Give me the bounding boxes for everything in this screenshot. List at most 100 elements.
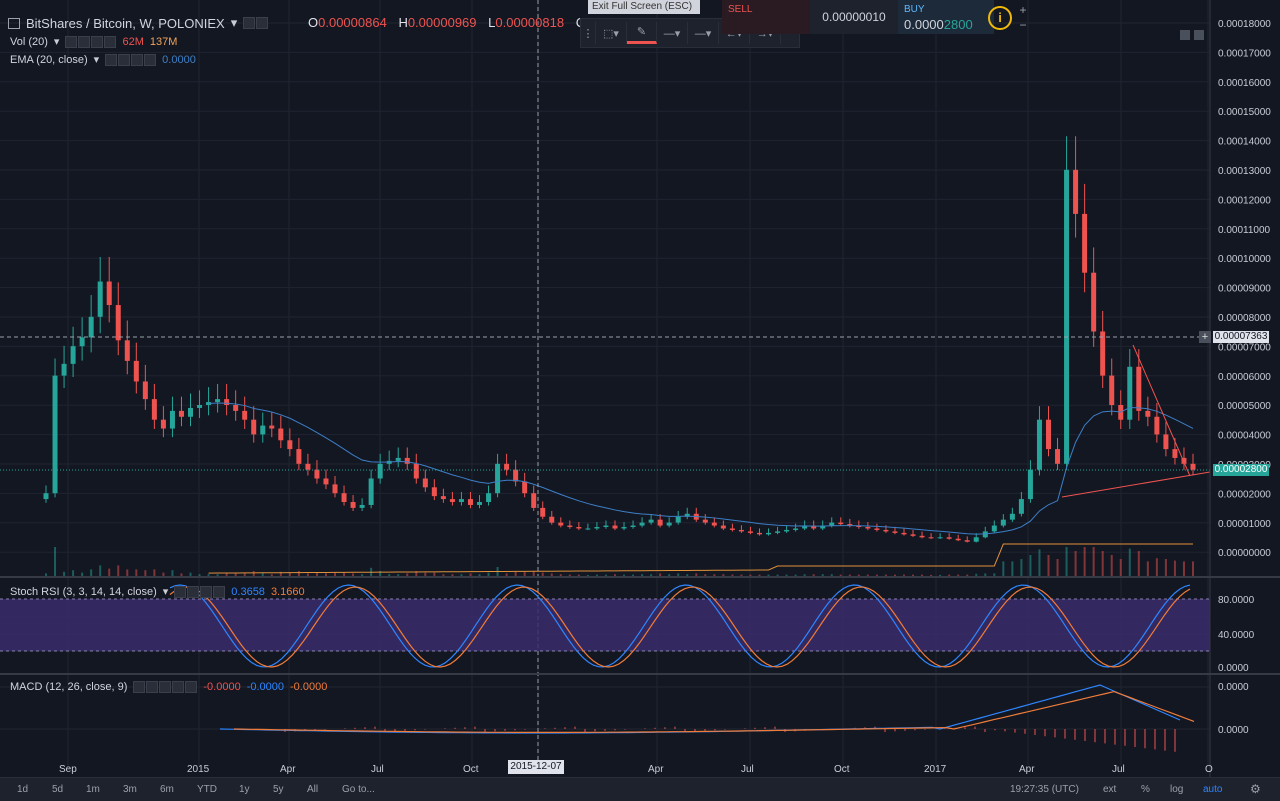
volume-bar xyxy=(63,571,66,577)
percent-toggle[interactable]: % xyxy=(1141,784,1150,795)
candle-body xyxy=(395,457,401,461)
volume-bar xyxy=(1173,560,1176,577)
volume-bar xyxy=(677,573,680,577)
goto-button[interactable]: Go to... xyxy=(342,784,375,795)
chevron-down-icon[interactable]: ▾ xyxy=(230,15,238,30)
stoch-legend[interactable]: Stoch RSI (3, 3, 14, 14, close) ▾ 0.3658… xyxy=(10,585,305,598)
candle-body xyxy=(440,496,446,500)
utc-time[interactable]: 19:27:35 (UTC) xyxy=(1010,784,1079,795)
range-1m[interactable]: 1m xyxy=(86,784,100,795)
candle-body xyxy=(1000,519,1006,526)
last-price-label: 0.00002800 xyxy=(1213,464,1269,476)
chart-canvas[interactable]: 0.00018000 0.00017000 0.00016000 0.00015000… xyxy=(0,0,1280,778)
volume-bar xyxy=(767,574,770,577)
candle-body xyxy=(1064,169,1070,464)
candle-body xyxy=(504,463,510,470)
plus-icon[interactable]: + xyxy=(1019,3,1027,17)
range-ytd[interactable]: YTD xyxy=(197,784,217,795)
macd-tick: 0.0000 xyxy=(1218,725,1249,736)
candle-body xyxy=(874,528,880,530)
legend-controls[interactable] xyxy=(65,35,117,48)
ext-toggle[interactable]: ext xyxy=(1103,784,1117,795)
trade-widget[interactable]: SELL 0.00000010 BUY 0.00002800 xyxy=(722,0,994,34)
volume-bar xyxy=(930,574,933,577)
candle-body xyxy=(892,531,898,533)
candle-body xyxy=(1172,449,1178,458)
legend-controls[interactable] xyxy=(105,53,157,66)
drag-handle-icon[interactable]: ⋮ xyxy=(581,22,596,44)
buy-button[interactable]: BUY 0.00002800 xyxy=(898,0,994,34)
volume-bar xyxy=(1056,559,1059,577)
range-5y[interactable]: 5y xyxy=(273,784,284,795)
volume-bar xyxy=(1002,561,1005,577)
price-tick: 0.00004000 xyxy=(1218,431,1271,442)
candle-body xyxy=(820,525,826,529)
settings-icon[interactable]: ⚙ xyxy=(1250,782,1261,796)
volume-bar xyxy=(352,573,355,577)
legend-controls[interactable] xyxy=(174,585,226,598)
range-3m[interactable]: 3m xyxy=(123,784,137,795)
range-1y[interactable]: 1y xyxy=(239,784,250,795)
candle-body xyxy=(802,525,808,529)
legend-controls[interactable] xyxy=(133,681,198,693)
price-tick: 0.00000000 xyxy=(1218,548,1271,559)
minus-icon[interactable]: − xyxy=(1019,18,1027,32)
candle-body xyxy=(169,410,175,429)
candle-body xyxy=(540,507,546,517)
pencil-icon[interactable]: ✎ xyxy=(627,22,657,44)
range-1d[interactable]: 1d xyxy=(17,784,29,795)
time-tick: Apr xyxy=(1019,764,1035,775)
volume-bar xyxy=(1182,561,1185,577)
range-all[interactable]: All xyxy=(307,784,319,795)
volume-bar xyxy=(993,573,996,577)
add-alert-plus-icon[interactable]: + xyxy=(1199,331,1211,343)
candle-body xyxy=(621,527,627,529)
candle-body xyxy=(513,469,519,482)
symbol-legend[interactable]: BitShares / Bitcoin, W, POLONIEX ▾ xyxy=(8,15,269,31)
sell-button[interactable]: SELL xyxy=(722,0,810,34)
macd-legend[interactable]: MACD (12, 26, close, 9) -0.0000 -0.0000 … xyxy=(10,681,328,693)
volume-bar xyxy=(487,572,490,577)
candle-body xyxy=(106,281,112,306)
volume-bar xyxy=(1137,551,1140,577)
candle-body xyxy=(865,527,871,529)
trend-line-upper[interactable] xyxy=(1132,344,1191,477)
volume-bar xyxy=(505,573,508,577)
line-style-icon[interactable]: —▾ xyxy=(657,22,688,44)
info-icon[interactable]: i xyxy=(988,6,1012,30)
volume-bar xyxy=(1047,555,1050,577)
candle-body xyxy=(422,478,428,488)
candle-body xyxy=(1045,419,1051,450)
time-tick: O xyxy=(1205,764,1213,775)
legend-controls[interactable] xyxy=(243,17,269,29)
volume-bar xyxy=(162,572,165,577)
pane-restore-icon[interactable] xyxy=(1194,30,1204,40)
trend-line-lower[interactable] xyxy=(1061,471,1211,498)
log-toggle[interactable]: log xyxy=(1170,784,1184,795)
candle-body xyxy=(1145,410,1151,417)
pane-maximize-icon[interactable] xyxy=(1180,30,1190,40)
chevron-down-icon[interactable]: ▾ xyxy=(53,36,60,48)
volume-bar xyxy=(216,574,219,577)
volume-bar xyxy=(875,574,878,577)
volume-bar xyxy=(361,574,364,577)
volume-bar xyxy=(1110,555,1113,577)
chevron-down-icon[interactable]: ▾ xyxy=(162,586,169,598)
volume-bar xyxy=(821,574,824,577)
crosshair-date-label: 2015-12-07 xyxy=(508,760,564,774)
time-tick: Jul xyxy=(1112,764,1125,775)
range-5d[interactable]: 5d xyxy=(52,784,64,795)
candle-body xyxy=(567,525,573,528)
candle-body xyxy=(260,425,266,435)
range-6m[interactable]: 6m xyxy=(160,784,174,795)
volume-bar xyxy=(99,565,102,577)
select-tool-icon[interactable]: ⬚▾ xyxy=(596,22,627,44)
price-tick: 0.00010000 xyxy=(1218,254,1271,265)
candle-body xyxy=(467,499,473,505)
candle-body xyxy=(1018,499,1024,514)
ema-legend[interactable]: EMA (20, close) ▾ 0.0000 xyxy=(10,53,196,66)
line-width-icon[interactable]: —▾ xyxy=(688,22,719,44)
auto-toggle[interactable]: auto xyxy=(1203,784,1223,795)
vol-legend[interactable]: Vol (20) ▾ 62M 137M xyxy=(10,35,178,48)
chevron-down-icon[interactable]: ▾ xyxy=(93,54,100,66)
